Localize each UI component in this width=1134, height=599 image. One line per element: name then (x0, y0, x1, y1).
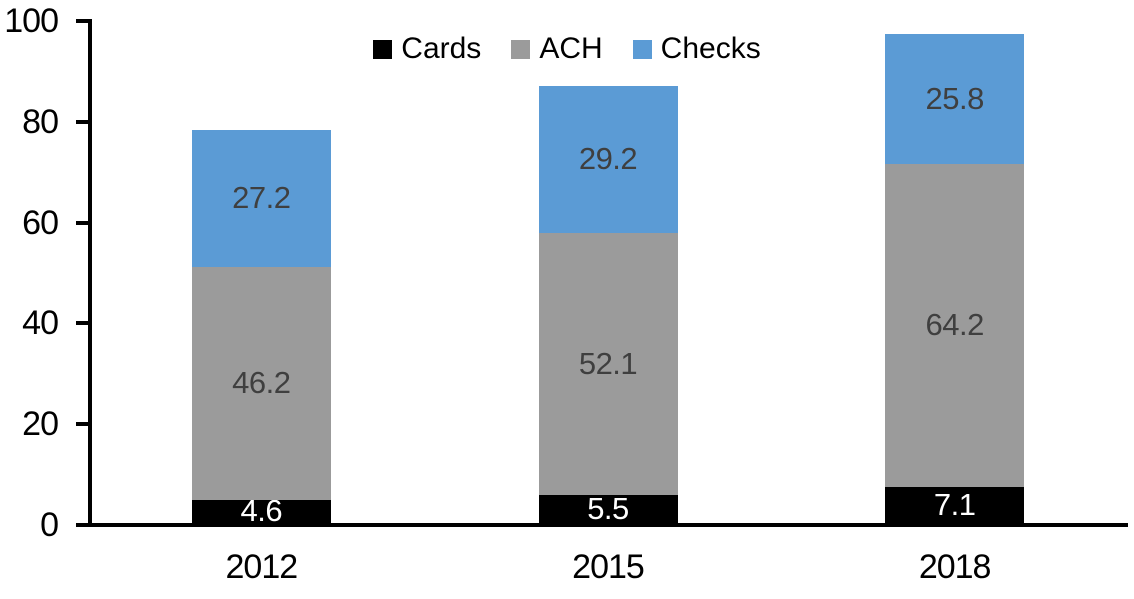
y-tick-mark (76, 321, 89, 326)
y-tick-mark (76, 422, 89, 427)
bar-value-label: 46.2 (232, 365, 291, 401)
legend-swatch-checks (632, 39, 652, 59)
legend-label: Cards (401, 32, 482, 65)
legend-item-cards: Cards (373, 32, 481, 66)
y-tick-mark (76, 220, 89, 225)
y-tick-mark (76, 19, 89, 23)
category-label-2018: 2018 (918, 548, 992, 586)
bar-value-label: 52.1 (578, 345, 638, 381)
bar-segment-ach-2018: 64.2 (885, 163, 1025, 488)
y-axis-line (88, 19, 92, 527)
legend-swatch-ach (511, 39, 531, 59)
y-tick-mark (76, 119, 89, 124)
legend-item-checks: Checks (632, 32, 761, 66)
y-tick-label: 60 (22, 203, 59, 242)
bar-segment-checks-2015: 29.2 (538, 85, 678, 233)
x-axis-line (88, 523, 1128, 527)
bar-segment-cards-2012: 4.6 (191, 493, 331, 528)
bar-value-label: 29.2 (578, 141, 638, 177)
category-label-2015: 2015 (572, 548, 645, 586)
y-tick-label: 20 (22, 405, 59, 444)
bar-segment-cards-2015: 5.5 (538, 491, 678, 526)
bar-value-label: 64.2 (925, 307, 984, 343)
y-tick-label: 80 (22, 102, 59, 141)
bar-value-label: 25.8 (925, 80, 984, 116)
bar-value-label: 27.2 (232, 180, 291, 216)
bar-segment-cards-2018: 7.1 (885, 487, 1025, 523)
y-tick-label: 40 (22, 304, 59, 343)
legend-label: ACH (539, 32, 603, 65)
y-tick-label: 100 (4, 2, 59, 40)
legend-swatch-cards (373, 39, 393, 59)
legend-item-ach: ACH (511, 32, 603, 66)
bar-segment-ach-2012: 46.2 (191, 266, 331, 500)
y-tick-mark (76, 523, 89, 527)
y-tick-label: 0 (40, 506, 59, 544)
bar-segment-ach-2015: 52.1 (538, 232, 678, 496)
bar-segment-checks-2012: 27.2 (191, 129, 331, 267)
bar-value-label: 7.1 (933, 487, 976, 523)
bar-segment-checks-2018: 25.8 (885, 33, 1025, 164)
category-label-2012: 2012 (225, 548, 299, 586)
bar-value-label: 5.5 (587, 491, 629, 527)
legend: Cards ACH Checks (0, 32, 1134, 66)
legend-label: Checks (660, 32, 761, 65)
